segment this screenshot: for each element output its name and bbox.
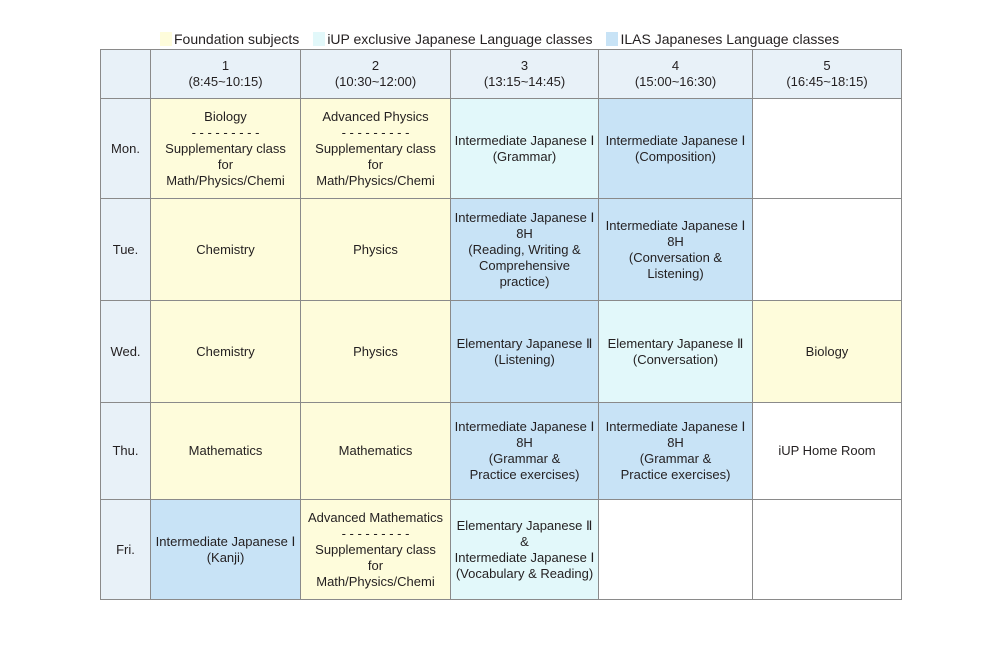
- legend-item-iup: iUP exclusive Japanese Language classes: [313, 31, 592, 47]
- period-header-2: 2 (10:30~12:00): [300, 49, 451, 99]
- period-header-4: 4 (15:00~16:30): [598, 49, 753, 99]
- period-header-5: 5 (16:45~18:15): [752, 49, 902, 99]
- period-number: 5: [823, 58, 831, 73]
- day-label: Fri.: [100, 499, 151, 600]
- period-time: (10:30~12:00): [334, 74, 417, 89]
- class-cell: Intermediate Japanese Ⅰ (Grammar): [450, 98, 599, 199]
- header-row: 1 (8:45~10:15) 2 (10:30~12:00) 3 (13:15~14:…: [100, 49, 902, 99]
- class-cell: Physics: [300, 300, 451, 403]
- class-cell: Intermediate Japanese Ⅰ (Composition): [598, 98, 753, 199]
- day-label: Thu.: [100, 402, 151, 500]
- period-number: 2: [371, 58, 380, 73]
- class-cell: Intermediate Japanese Ⅰ 8H (Conversation…: [598, 198, 753, 301]
- legend-label: Foundation subjects: [174, 31, 300, 47]
- corner-cell: [100, 49, 151, 99]
- class-cell: Mathematics: [300, 402, 451, 500]
- class-cell: Intermediate Japanese Ⅰ 8H (Reading, Wri…: [450, 198, 599, 301]
- period-number: 3: [520, 58, 529, 73]
- row-wed: Wed. Chemistry Physics Elementary Japane…: [100, 300, 902, 403]
- period-number: 1: [221, 58, 230, 73]
- legend: Foundation subjects iUP exclusive Japane…: [160, 30, 853, 48]
- class-cell-empty: [752, 198, 902, 301]
- class-cell: Intermediate Japanese Ⅰ 8H (Grammar & Pr…: [598, 402, 753, 500]
- row-mon: Mon. Biology - - - - - - - - - Supplemen…: [100, 98, 902, 199]
- legend-swatch-ilas: [606, 32, 619, 46]
- class-cell: Elementary Japanese Ⅱ (Conversation): [598, 300, 753, 403]
- day-label: Tue.: [100, 198, 151, 301]
- class-cell: Elementary Japanese Ⅱ (Listening): [450, 300, 599, 403]
- day-label: Mon.: [100, 98, 151, 199]
- period-number: 4: [671, 58, 680, 73]
- row-thu: Thu. Mathematics Mathematics Intermediat…: [100, 402, 902, 500]
- legend-label: iUP exclusive Japanese Language classes: [327, 31, 593, 47]
- legend-swatch-iup: [313, 32, 326, 46]
- class-cell: Chemistry: [150, 198, 301, 301]
- class-cell: Physics: [300, 198, 451, 301]
- legend-label: ILAS Japaneses Language classes: [620, 31, 840, 47]
- period-header-1: 1 (8:45~10:15): [150, 49, 301, 99]
- legend-item-ilas: ILAS Japaneses Language classes: [606, 31, 839, 47]
- class-cell: Advanced Physics - - - - - - - - - Suppl…: [300, 98, 451, 199]
- timetable: 1 (8:45~10:15) 2 (10:30~12:00) 3 (13:15~14:…: [100, 49, 902, 600]
- period-time: (15:00~16:30): [634, 74, 717, 89]
- legend-swatch-foundation: [160, 32, 172, 46]
- class-cell: iUP Home Room: [752, 402, 902, 500]
- class-cell: Biology: [752, 300, 902, 403]
- class-cell: Chemistry: [150, 300, 301, 403]
- class-cell: Elementary Japanese Ⅱ & Intermediate Jap…: [450, 499, 599, 600]
- class-cell: Intermediate Japanese Ⅰ 8H (Grammar & Pr…: [450, 402, 599, 500]
- day-label: Wed.: [100, 300, 151, 403]
- class-cell: Advanced Mathematics - - - - - - - - - S…: [300, 499, 451, 600]
- class-cell: Intermediate Japanese Ⅰ (Kanji): [150, 499, 301, 600]
- class-cell-empty: [752, 98, 902, 199]
- period-time: (13:15~14:45): [483, 74, 566, 89]
- period-time: (8:45~10:15): [188, 74, 263, 89]
- period-time: (16:45~18:15): [786, 74, 868, 89]
- row-fri: Fri. Intermediate Japanese Ⅰ (Kanji) Adv…: [100, 499, 902, 600]
- period-header-3: 3 (13:15~14:45): [450, 49, 599, 99]
- class-cell-empty: [598, 499, 753, 600]
- row-tue: Tue. Chemistry Physics Intermediate Japa…: [100, 198, 902, 301]
- class-cell: Mathematics: [150, 402, 301, 500]
- class-cell: Biology - - - - - - - - - Supplementary …: [150, 98, 301, 199]
- class-cell-empty: [752, 499, 902, 600]
- legend-item-foundation: Foundation subjects: [160, 31, 299, 47]
